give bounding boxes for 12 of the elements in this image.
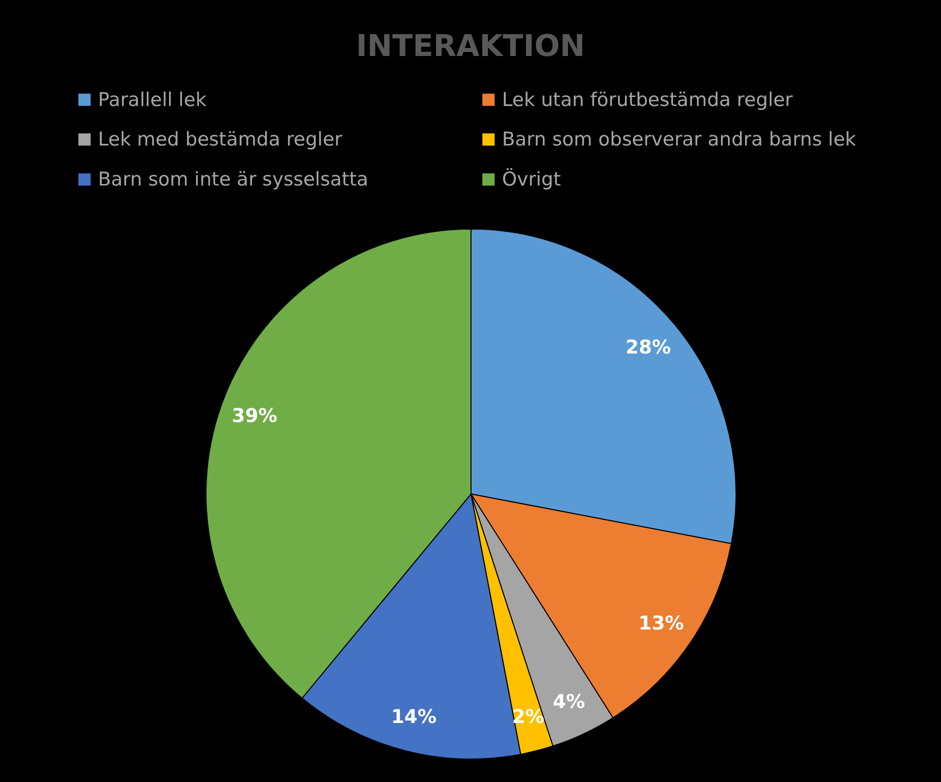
data-label: 39%	[232, 405, 278, 428]
chart-title: INTERAKTION	[356, 29, 586, 64]
legend-label: Parallell lek	[98, 88, 207, 111]
data-label: 28%	[625, 336, 671, 358]
legend-label: Barn som observerar andra barns lek	[502, 128, 856, 150]
data-label: 14%	[391, 706, 437, 728]
data-label: 4%	[552, 691, 586, 714]
legend-label: Övrigt	[502, 168, 561, 190]
data-label: 13%	[638, 612, 684, 634]
legend-label: Barn som inte är sysselsatta	[98, 168, 368, 190]
legend-label: Lek med bestämda regler	[98, 128, 342, 150]
legend-label: Lek utan förutbestämda regler	[502, 88, 793, 111]
